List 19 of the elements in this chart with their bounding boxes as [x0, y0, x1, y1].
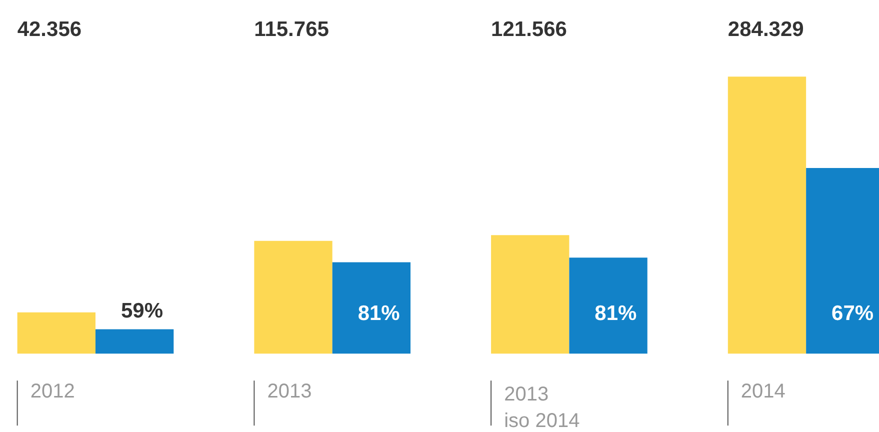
bar — [332, 262, 411, 354]
bar — [17, 312, 96, 354]
bar — [728, 76, 806, 354]
bar — [254, 240, 332, 354]
data-label: 121.566 — [491, 18, 567, 41]
data-label: 115.765 — [254, 18, 330, 41]
bar — [569, 258, 648, 354]
x-tick-label: 2013 — [267, 380, 312, 403]
annotation: 59% — [120, 300, 164, 323]
annotation: 67% — [832, 302, 874, 326]
data-label: 42.356 — [17, 18, 82, 41]
data-label: 284.329 — [728, 18, 804, 41]
x-tick-label: 2014 — [740, 380, 786, 403]
bar — [95, 329, 174, 354]
x-tick-label: 2012 — [30, 380, 75, 403]
x-tick-label: 2013 iso 2014 — [504, 384, 580, 432]
annotation: 81% — [594, 302, 638, 326]
annotation: 81% — [358, 302, 400, 326]
bar — [491, 235, 570, 354]
